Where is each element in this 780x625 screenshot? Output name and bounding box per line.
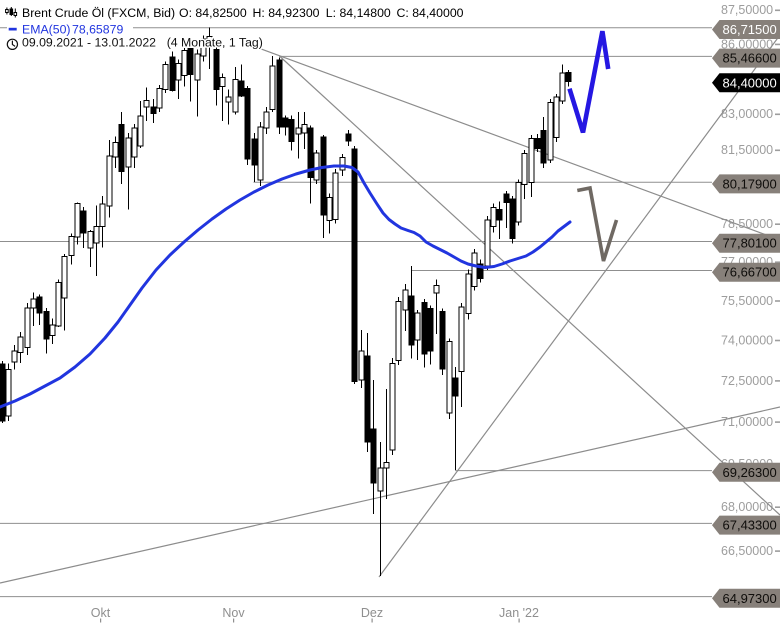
svg-text:Jan '22: Jan '22 xyxy=(499,606,539,620)
svg-text:Dez: Dez xyxy=(361,606,383,620)
svg-text:69,26300: 69,26300 xyxy=(723,465,777,480)
svg-text:83,00000: 83,00000 xyxy=(721,107,773,121)
svg-text:75,50000: 75,50000 xyxy=(721,294,773,308)
svg-text:66,50000: 66,50000 xyxy=(721,544,773,558)
svg-text:Brent Crude Öl (FXCM, Bid)O: 8: Brent Crude Öl (FXCM, Bid) O: 84,82500 H: … xyxy=(22,6,464,20)
svg-text:84,40000: 84,40000 xyxy=(723,75,777,90)
svg-text:85,46600: 85,46600 xyxy=(723,51,777,66)
svg-text:78,50000: 78,50000 xyxy=(721,217,773,231)
svg-text:74,00000: 74,00000 xyxy=(721,333,773,347)
svg-text:86,00000: 86,00000 xyxy=(721,37,773,51)
svg-text:86,71500: 86,71500 xyxy=(723,22,777,37)
svg-text:77,80100: 77,80100 xyxy=(723,236,777,251)
svg-text:87,50000: 87,50000 xyxy=(721,3,773,17)
svg-text:81,50000: 81,50000 xyxy=(721,143,773,157)
svg-text:68,00000: 68,00000 xyxy=(721,500,773,514)
svg-text:72,50000: 72,50000 xyxy=(721,374,773,388)
svg-text:Okt: Okt xyxy=(91,606,111,620)
svg-text:71,00000: 71,00000 xyxy=(721,415,773,429)
svg-text:80,17900: 80,17900 xyxy=(723,176,777,191)
svg-text:09.09.2021 - 13.01.2022(4 Mona: 09.09.2021 - 13.01.2022 (4 Monate, 1 Tag) xyxy=(22,36,263,50)
svg-text:09.09.2021 - 13.01.2022(4 Mona: 09.09.2021 - 13.01.2022 (4 Monate, 1 Tag) xyxy=(22,36,263,50)
svg-text:67,43300: 67,43300 xyxy=(723,518,777,533)
svg-text:Nov: Nov xyxy=(222,606,245,620)
svg-text:EMA(50)78,65879: EMA(50)78,65879 xyxy=(22,23,123,37)
svg-text:64,97300: 64,97300 xyxy=(723,591,777,606)
svg-text:76,66700: 76,66700 xyxy=(723,265,777,280)
